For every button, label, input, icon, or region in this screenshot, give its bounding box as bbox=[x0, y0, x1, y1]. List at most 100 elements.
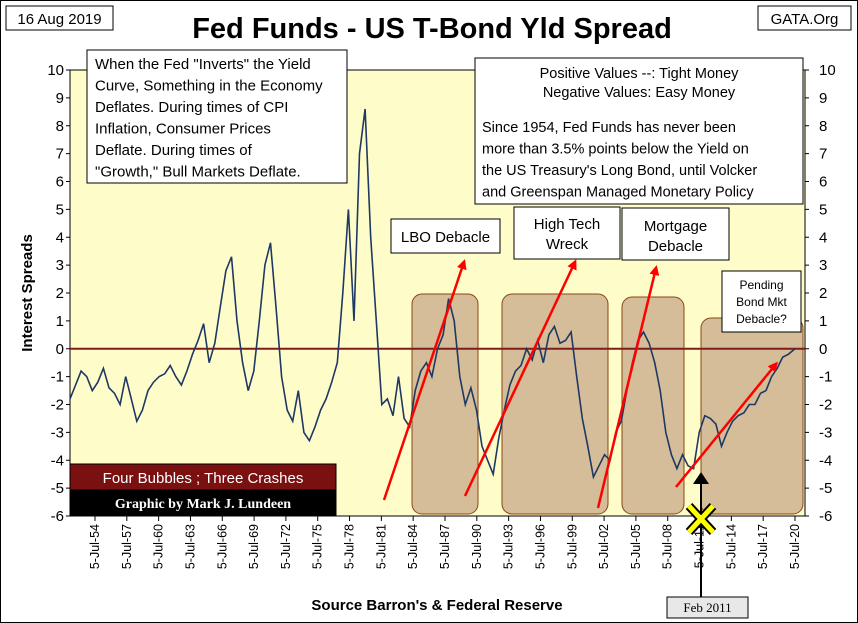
lbo-debacle-label: LBO Debacle bbox=[401, 229, 490, 246]
y-tick-label-right: 9 bbox=[819, 90, 827, 107]
annotation-line: Inflation, Consumer Prices bbox=[95, 121, 271, 138]
money-legend-note: Positive Values --: Tight Money Negative … bbox=[540, 66, 740, 101]
annotation-line: High Tech bbox=[534, 216, 600, 233]
y-tick-label-left: 7 bbox=[56, 146, 64, 163]
x-tick-label: 5-Jul-08 bbox=[661, 524, 675, 569]
bubble-box-mortgage bbox=[621, 296, 685, 515]
x-tick-label: 5-Jul-20 bbox=[788, 524, 802, 569]
x-tick-label: 5-Jul-90 bbox=[470, 524, 484, 569]
inversion-note: When the Fed "Inverts" the Yield Curve, S… bbox=[95, 56, 323, 181]
y-tick-label-right: -4 bbox=[819, 452, 832, 469]
y-tick-label-right: 5 bbox=[819, 201, 827, 218]
annotation-line: Negative Values: Easy Money bbox=[543, 85, 736, 101]
x-tick-label: 5-Jul-96 bbox=[533, 524, 547, 569]
annotation-line: "Growth," Bull Markets Deflate. bbox=[95, 164, 301, 181]
y-tick-label-right: 4 bbox=[819, 229, 827, 246]
y-tick-label-left: 5 bbox=[56, 201, 64, 218]
y-tick-label-right: -5 bbox=[819, 480, 832, 497]
bubbles-crashes-label: Four Bubbles ; Three Crashes bbox=[103, 470, 304, 487]
y-tick-label-left: 10 bbox=[47, 62, 64, 79]
x-tick-label: 5-Jul-63 bbox=[183, 524, 197, 569]
x-tick-label: 5-Jul-17 bbox=[756, 524, 770, 569]
y-tick-label-left: 1 bbox=[56, 313, 64, 330]
y-tick-label-left: 2 bbox=[56, 285, 64, 302]
annotation-line: Pending bbox=[739, 278, 783, 292]
x-tick-label: 5-Jul-75 bbox=[311, 524, 325, 569]
annotation-line: Deflate. During times of bbox=[95, 142, 253, 159]
feb-2011-label: Feb 2011 bbox=[683, 600, 731, 615]
annotation-line: Debacle? bbox=[736, 312, 787, 326]
bubble-box-pending bbox=[700, 317, 804, 515]
date-label: 16 Aug 2019 bbox=[17, 11, 101, 28]
trend-arrow-pending bbox=[675, 361, 778, 488]
y-tick-label-left: 4 bbox=[56, 229, 64, 246]
y-tick-label-left: -4 bbox=[51, 452, 64, 469]
mortgage-debacle-label: Mortgage Debacle bbox=[644, 218, 707, 255]
x-tick-label: 5-Jul-78 bbox=[343, 524, 357, 569]
x-tick-label: 5-Jul-69 bbox=[247, 524, 261, 569]
y-tick-label-right: 3 bbox=[819, 257, 827, 274]
annotation-line: and Greenspan Managed Monetary Policy bbox=[482, 185, 754, 201]
x-tick-label: 5-Jul-99 bbox=[565, 524, 579, 569]
x-tick-label: 5-Jul-14 bbox=[724, 524, 738, 569]
y-tick-label-right: 0 bbox=[819, 341, 827, 358]
x-axis: 5-Jul-54 5-Jul-57 5-Jul-60 5-Jul-63 5-Jul-66… bbox=[88, 516, 802, 569]
annotation-line: LBO Debacle bbox=[401, 229, 490, 246]
x-tick-label: 5-Jul-57 bbox=[120, 524, 134, 569]
y-tick-label-right: 1 bbox=[819, 313, 827, 330]
chart-title: Fed Funds - US T-Bond Yld Spread bbox=[192, 13, 672, 45]
annotation-line: Since 1954, Fed Funds has never been bbox=[482, 120, 736, 136]
trend-arrow-lbo bbox=[382, 259, 467, 501]
y-tick-label-right: -1 bbox=[819, 369, 832, 386]
x-tick-label: 5-Jul-84 bbox=[406, 524, 420, 569]
history-note: Since 1954, Fed Funds has never been more… bbox=[482, 120, 757, 201]
x-tick-label: 5-Jul-66 bbox=[215, 524, 229, 569]
source-tag: GATA.Org bbox=[771, 11, 839, 28]
x-tick-label: 5-Jul-60 bbox=[152, 524, 166, 569]
annotation-line: Wreck bbox=[546, 236, 589, 253]
y-axis-title: Interest Spreads bbox=[19, 234, 36, 352]
x-axis-title: Source Barron's & Federal Reserve bbox=[311, 597, 562, 614]
y-tick-label-right: -3 bbox=[819, 424, 832, 441]
annotation-line: Mortgage bbox=[644, 218, 707, 235]
y-tick-label-left: -6 bbox=[51, 508, 64, 525]
x-tick-label: 5-Jul-54 bbox=[88, 524, 102, 569]
y-tick-label-left: 0 bbox=[56, 341, 64, 358]
feb-2011-x-marker bbox=[685, 502, 717, 536]
x-tick-label: 5-Jul-05 bbox=[629, 524, 643, 569]
annotation-line: Positive Values --: Tight Money bbox=[540, 66, 740, 82]
trend-arrow-high-tech bbox=[463, 259, 577, 497]
y-tick-label-right: 7 bbox=[819, 146, 827, 163]
annotation-line: the US Treasury's Long Bond, until Volck… bbox=[482, 163, 757, 179]
credit-label: Graphic by Mark J. Lundeen bbox=[115, 497, 291, 512]
y-tick-label-right: 2 bbox=[819, 285, 827, 302]
y-tick-label-right: 10 bbox=[819, 62, 836, 79]
x-tick-label: 5-Jul-02 bbox=[597, 524, 611, 569]
annotation-line: When the Fed "Inverts" the Yield bbox=[95, 56, 311, 73]
annotation-line: Deflates. During times of CPI bbox=[95, 99, 288, 116]
y-tick-label-left: -5 bbox=[51, 480, 64, 497]
y-tick-label-left: -1 bbox=[51, 369, 64, 386]
annotation-line: Bond Mkt bbox=[736, 295, 787, 309]
x-tick-label: 5-Jul-87 bbox=[438, 524, 452, 569]
y-tick-label-left: 8 bbox=[56, 118, 64, 135]
annotation-line: Curve, Something in the Economy bbox=[95, 78, 323, 95]
y-tick-label-right: -6 bbox=[819, 508, 832, 525]
trend-arrow-mortgage bbox=[596, 265, 660, 509]
x-tick-label: 5-Jul-11 bbox=[693, 524, 707, 568]
y-tick-label-left: 9 bbox=[56, 90, 64, 107]
y-tick-label-right: 8 bbox=[819, 118, 827, 135]
annotation-line: Debacle bbox=[648, 238, 703, 255]
y-tick-label-right: 6 bbox=[819, 174, 827, 191]
x-tick-label: 5-Jul-81 bbox=[374, 524, 388, 569]
x-tick-label: 5-Jul-93 bbox=[502, 524, 516, 569]
y-tick-label-right: -2 bbox=[819, 397, 832, 414]
y-tick-label-left: 6 bbox=[56, 174, 64, 191]
y-tick-label-left: 3 bbox=[56, 257, 64, 274]
high-tech-wreck-label: High Tech Wreck bbox=[534, 216, 600, 253]
y-tick-label-left: -3 bbox=[51, 424, 64, 441]
pending-bond-debacle-label: Pending Bond Mkt Debacle? bbox=[736, 278, 787, 326]
